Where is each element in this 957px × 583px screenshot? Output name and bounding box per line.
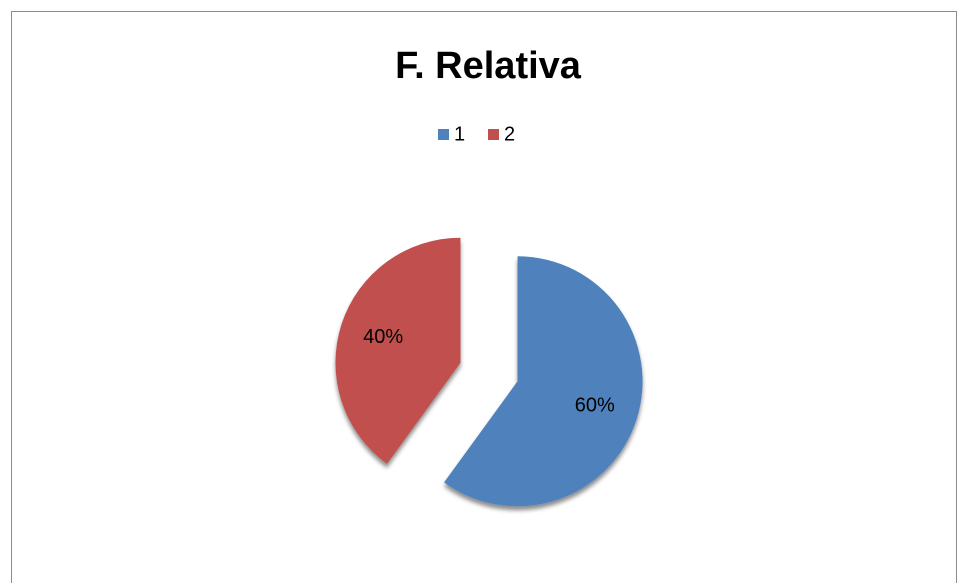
chart-title: F. Relativa [395, 45, 582, 87]
legend-swatch [488, 129, 499, 140]
legend-label: 2 [504, 123, 515, 145]
pie-slice [444, 256, 643, 507]
legend-label: 1 [454, 123, 465, 145]
data-label: 40% [363, 326, 403, 348]
pie-slice [335, 237, 461, 464]
data-label: 60% [575, 395, 615, 417]
legend-swatch [438, 129, 449, 140]
